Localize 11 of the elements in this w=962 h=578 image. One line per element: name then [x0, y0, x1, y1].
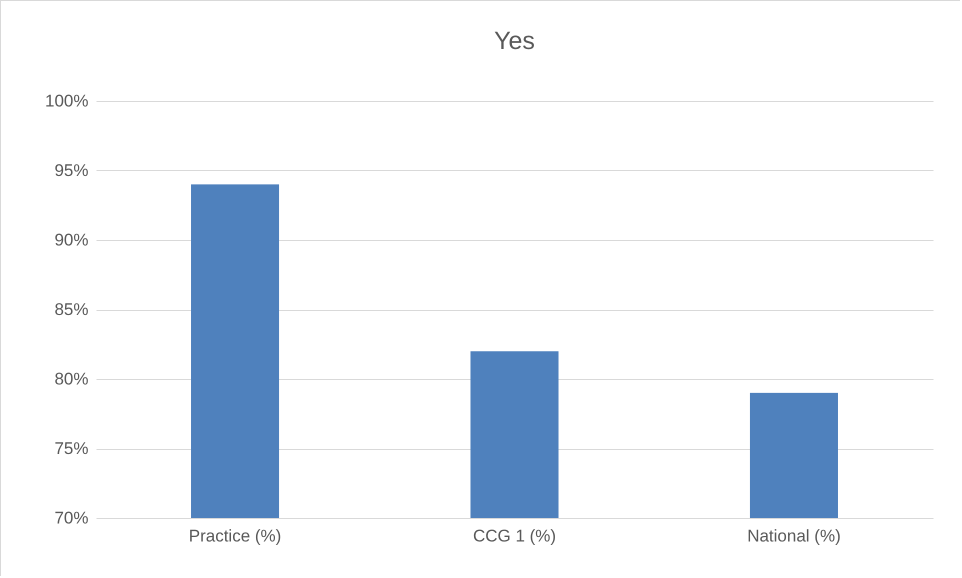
- y-tick-label: 70%: [54, 508, 88, 528]
- y-tick-label: 75%: [54, 439, 88, 458]
- x-tick-label: CCG 1 (%): [472, 526, 556, 546]
- chart-title: Yes: [494, 27, 535, 55]
- x-tick-label: Practice (%): [188, 526, 282, 546]
- y-tick-label: 80%: [54, 370, 88, 388]
- y-tick-label: 100%: [45, 92, 88, 110]
- y-tick-label: 90%: [54, 230, 88, 250]
- x-tick-label: National (%): [747, 526, 841, 546]
- y-tick-label: 95%: [54, 161, 88, 180]
- y-tick-label: 85%: [54, 300, 88, 319]
